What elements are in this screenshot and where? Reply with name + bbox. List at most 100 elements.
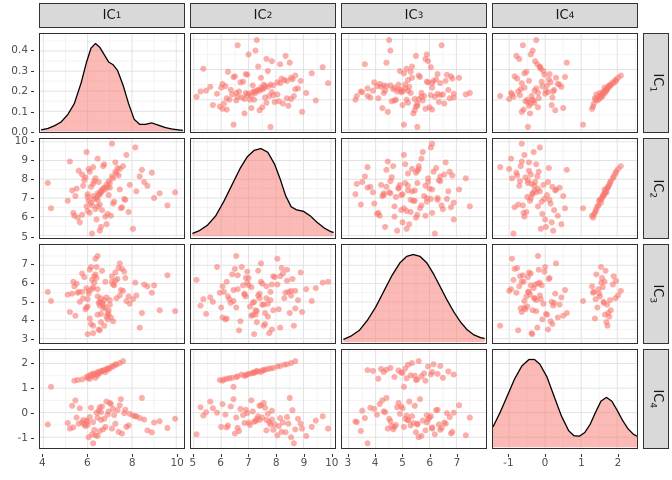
data-point <box>434 370 441 377</box>
y-tick-label: -1 <box>17 431 28 444</box>
data-point <box>253 307 260 314</box>
data-point <box>521 303 528 311</box>
y-tick-mark <box>31 320 34 322</box>
data-point <box>525 77 533 84</box>
x-tick-mark <box>177 454 179 457</box>
data-point <box>392 96 399 103</box>
data-point <box>518 108 525 115</box>
data-point <box>283 77 291 84</box>
data-point <box>241 110 248 117</box>
data-point <box>216 289 223 296</box>
data-point <box>443 71 450 78</box>
data-point <box>552 187 559 194</box>
panel-canvas <box>40 349 184 448</box>
gridlines <box>191 349 335 448</box>
data-point <box>449 172 456 179</box>
data-point <box>224 422 232 429</box>
data-point <box>268 58 275 65</box>
data-point <box>539 315 546 322</box>
points <box>497 140 624 237</box>
data-point <box>422 377 429 384</box>
data-point <box>151 281 158 288</box>
data-point <box>391 213 398 220</box>
data-point <box>114 165 121 172</box>
y-tick-label: 0.3 <box>11 64 28 77</box>
data-point <box>251 330 258 337</box>
points <box>352 140 473 237</box>
data-point <box>274 431 281 439</box>
data-point <box>367 183 374 191</box>
data-point <box>76 219 83 226</box>
y-tick-mark <box>31 236 34 238</box>
data-point <box>361 61 368 68</box>
data-point <box>96 302 103 309</box>
data-point <box>112 268 119 276</box>
data-point <box>218 303 225 311</box>
data-point <box>69 187 76 194</box>
data-point <box>90 164 97 171</box>
panel-canvas <box>191 34 335 133</box>
data-point <box>226 375 233 382</box>
data-point <box>98 207 106 214</box>
data-point <box>375 375 382 382</box>
gridlines <box>40 349 184 448</box>
data-point <box>282 289 289 296</box>
data-point <box>462 431 469 439</box>
points <box>193 357 332 447</box>
data-point <box>394 403 401 411</box>
density-area <box>493 359 637 448</box>
scatter-panel-ic4-vs-ic2 <box>190 348 336 449</box>
x-tick-mark <box>508 454 510 457</box>
data-point <box>242 406 249 413</box>
x-tick-label: -1 <box>503 457 514 469</box>
data-point <box>382 224 389 231</box>
data-point <box>445 368 452 375</box>
panel-canvas <box>342 139 486 238</box>
data-point <box>257 259 264 266</box>
data-point <box>450 90 457 97</box>
data-point <box>542 224 550 231</box>
data-point <box>530 149 537 156</box>
data-point <box>271 98 278 106</box>
data-point <box>411 402 418 409</box>
data-point <box>542 87 550 94</box>
data-point <box>230 121 237 128</box>
data-point <box>403 226 410 233</box>
data-point <box>104 411 111 418</box>
data-point <box>525 268 533 276</box>
points <box>193 37 332 130</box>
data-point <box>263 99 270 106</box>
scatter-panel-ic2-vs-ic4 <box>492 138 638 239</box>
data-point <box>595 202 602 209</box>
data-point <box>410 198 417 205</box>
data-point <box>515 201 522 208</box>
data-point <box>527 195 534 202</box>
y-tick-label: 10 <box>14 134 28 147</box>
data-point <box>86 168 93 176</box>
data-point <box>563 309 570 316</box>
data-point <box>425 363 432 370</box>
data-point <box>423 51 430 58</box>
data-point <box>136 173 143 180</box>
data-point <box>70 210 77 217</box>
data-point <box>209 101 216 109</box>
data-point <box>527 51 534 58</box>
y-tick-mark <box>31 264 34 266</box>
data-point <box>213 409 221 416</box>
data-point <box>263 416 270 423</box>
data-point <box>229 270 236 277</box>
data-point <box>400 121 407 128</box>
data-point <box>213 263 221 270</box>
data-point <box>84 302 91 310</box>
data-point <box>294 415 302 422</box>
data-point <box>275 305 282 312</box>
data-point <box>72 397 79 404</box>
data-point <box>510 230 517 237</box>
data-point <box>297 268 304 276</box>
data-point <box>506 166 513 173</box>
data-point <box>297 420 304 427</box>
data-point <box>546 197 553 204</box>
y-tick-label: 0.0 <box>11 125 28 138</box>
data-point <box>224 68 232 75</box>
data-point <box>277 61 284 68</box>
